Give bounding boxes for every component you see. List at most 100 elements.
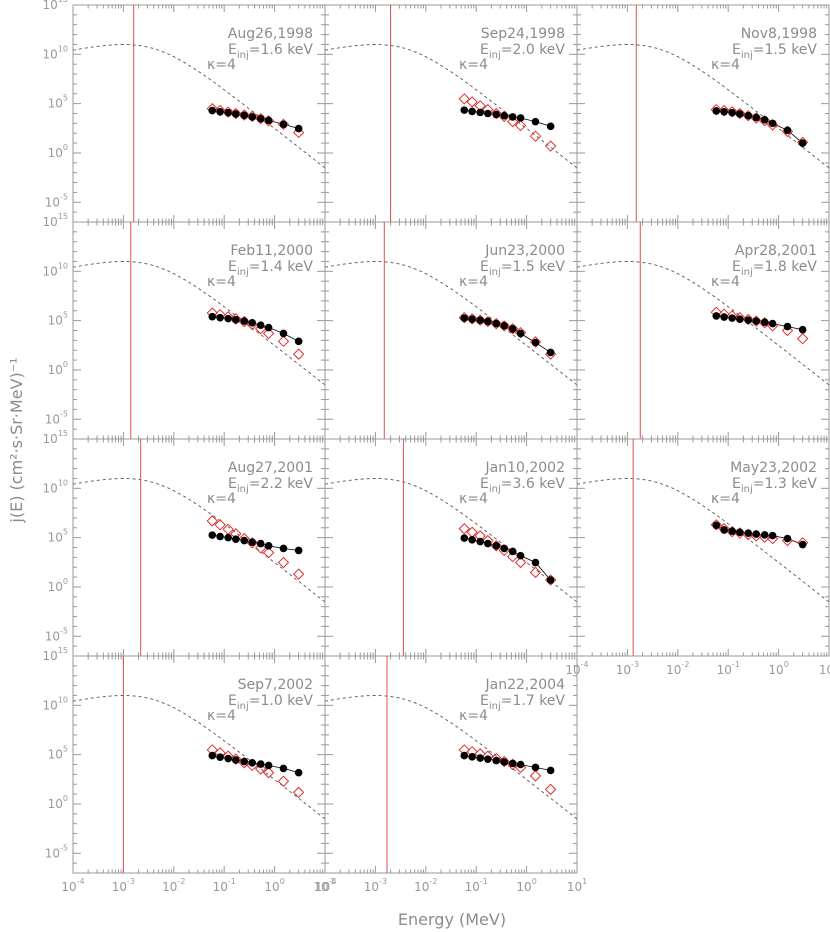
model-point [783, 126, 792, 135]
model-point [216, 313, 224, 322]
panel-kappa-label: κ=4 [459, 491, 488, 507]
y-tick-exponent: 10 [58, 261, 68, 270]
measured-point [292, 786, 305, 799]
panel-kappa-label: κ=4 [711, 274, 740, 290]
model-point [232, 535, 240, 543]
panel-date-label: Feb11,2000 [230, 243, 313, 259]
measured-point [734, 107, 746, 120]
x-tick-base: 10 [264, 880, 279, 894]
kappa-model-curve [73, 261, 325, 386]
panel-kappa-label: κ=4 [459, 708, 488, 724]
y-tick-label: 1015 [43, 429, 68, 446]
y-tick-exponent: 5 [63, 94, 68, 103]
model-point [508, 324, 517, 333]
model-point [516, 114, 525, 122]
model-point [531, 117, 540, 126]
model-point [240, 111, 249, 120]
einj-prefix: E [228, 693, 237, 709]
x-tick-exponent: 1 [330, 877, 335, 886]
measured-point [458, 311, 470, 324]
model-point [460, 534, 469, 542]
model-point [468, 536, 476, 544]
model-point [744, 316, 753, 325]
y-tick-exponent: 15 [58, 0, 68, 4]
einj-value: =3.6 keV [501, 476, 566, 492]
model-point [232, 110, 240, 118]
fit-line [464, 755, 551, 771]
model-point [752, 113, 761, 122]
measured-point [262, 327, 275, 340]
einj-prefix: E [480, 259, 489, 275]
model-point [484, 317, 492, 326]
panel-date-label: May23,2002 [730, 460, 817, 476]
measured-point [262, 546, 275, 559]
model-point [460, 314, 469, 322]
y-tick-base: 10 [45, 412, 60, 426]
measured-point [262, 766, 275, 779]
panel-kappa-label: κ=4 [207, 57, 236, 73]
measured-point [292, 348, 305, 360]
model-point [728, 108, 736, 117]
einj-value: =1.7 keV [501, 693, 566, 709]
model-point [752, 530, 761, 538]
panel-einj-label: Einj=1.5 keV [732, 42, 817, 61]
model-point [798, 139, 807, 147]
einj-subscript: inj [741, 50, 753, 61]
y-tick-base: 10 [43, 0, 58, 12]
panel-date-label: Sep7,2002 [238, 677, 313, 693]
panel-einj-label: Einj=1.5 keV [480, 259, 565, 278]
panel-plot-area [325, 656, 577, 873]
panel-plot-area [577, 439, 829, 656]
y-tick-base: 10 [48, 363, 63, 377]
model-point [736, 528, 744, 537]
y-tick-label: 100 [48, 360, 68, 377]
model-point [294, 768, 303, 777]
y-tick-base: 10 [48, 531, 63, 545]
kappa-model-curve [325, 261, 577, 386]
model-point [783, 534, 792, 543]
kappa-model-curve [577, 44, 829, 169]
model-point [492, 756, 501, 765]
model-point [508, 113, 517, 121]
y-tick-label: 1010 [43, 261, 68, 278]
measured-point [529, 566, 542, 579]
measured-point [796, 136, 809, 149]
x-tick-exponent: -2 [429, 877, 437, 886]
x-tick-exponent: -4 [329, 877, 337, 886]
model-point [728, 527, 736, 535]
y-tick-exponent: -5 [60, 409, 68, 418]
measured-point [529, 336, 542, 348]
x-tick-label: 101 [315, 877, 335, 894]
x-tick-exponent: -3 [631, 660, 639, 669]
model-point [508, 547, 517, 556]
kappa-model-curve [577, 478, 829, 603]
x-tick-label: 101 [567, 877, 587, 894]
x-tick-base: 10 [315, 880, 330, 894]
model-point [279, 764, 288, 773]
y-tick-label: 100 [48, 794, 68, 811]
y-tick-exponent: 10 [58, 695, 68, 704]
panel-date-label: Aug27,2001 [228, 460, 313, 476]
model-point [279, 544, 288, 553]
model-point [531, 338, 540, 347]
einj-value: =2.0 keV [501, 42, 566, 58]
x-tick-label: 10-3 [616, 660, 639, 677]
model-point [760, 318, 769, 326]
model-point [798, 540, 807, 549]
einj-subscript: inj [237, 484, 249, 495]
x-tick-label: 10-3 [364, 877, 387, 894]
kappa-model-curve [73, 695, 325, 820]
model-point [516, 760, 525, 769]
model-point [224, 533, 232, 542]
einj-value: =1.5 keV [501, 259, 566, 275]
model-point [484, 539, 492, 548]
model-point [294, 546, 303, 555]
kappa-model-curve [325, 695, 577, 820]
model-point [256, 760, 265, 768]
x-tick-label: 10-1 [717, 660, 740, 677]
panel-kappa-label: κ=4 [207, 274, 236, 290]
einj-subscript: inj [489, 267, 501, 278]
